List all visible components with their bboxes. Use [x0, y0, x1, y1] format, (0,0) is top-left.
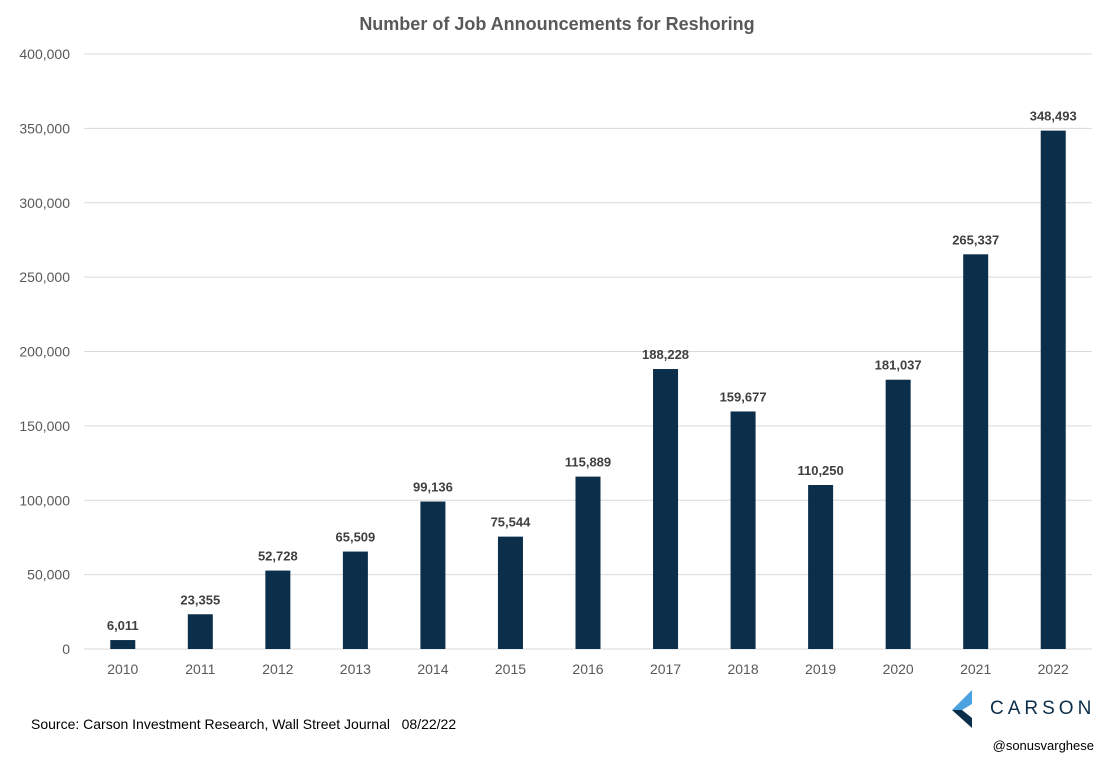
x-tick-label: 2020 — [883, 661, 914, 677]
data-label: 110,250 — [797, 463, 843, 478]
x-tick-label: 2022 — [1038, 661, 1069, 677]
bar — [653, 369, 679, 649]
x-tick-label: 2015 — [495, 661, 526, 677]
x-tick-label: 2010 — [107, 661, 138, 677]
y-tick-label: 0 — [62, 641, 70, 657]
y-axis-tick-labels: 0 50,000 100,000 150,000 200,000 250,000 300,0… — [19, 46, 70, 657]
bar — [187, 614, 213, 649]
x-tick-label: 2017 — [650, 661, 681, 677]
chart-title: Number of Job Announcements for Reshorin… — [359, 14, 754, 34]
gridlines — [84, 53, 1092, 650]
bars — [110, 130, 1066, 649]
bar — [1040, 130, 1066, 649]
x-axis-tick-labels: 2010 2011 2012 2013 2014 2015 2016 2017 2018 2019… — [107, 661, 1069, 677]
bar — [110, 640, 136, 649]
x-tick-label: 2011 — [185, 661, 215, 677]
data-label: 188,228 — [642, 347, 689, 362]
source-note: Source: Carson Investment Research, Wall… — [31, 716, 457, 732]
data-label: 75,544 — [491, 515, 532, 530]
x-tick-label: 2012 — [262, 661, 293, 677]
data-label: 265,337 — [952, 232, 999, 247]
x-tick-label: 2014 — [417, 661, 448, 677]
data-label: 23,355 — [180, 592, 220, 607]
data-labels: 6,011 23,355 52,728 65,509 99,136 75,544 115,8… — [107, 109, 1077, 633]
data-label: 181,037 — [875, 358, 922, 373]
carson-logo-icon — [952, 690, 972, 728]
bar — [497, 536, 523, 649]
bar — [342, 551, 368, 649]
bar — [730, 411, 756, 649]
bar — [808, 485, 834, 649]
bar — [885, 379, 911, 649]
data-label: 6,011 — [107, 618, 139, 633]
bar — [265, 570, 291, 649]
data-label: 99,136 — [413, 480, 453, 495]
x-tick-label: 2021 — [960, 661, 991, 677]
x-tick-label: 2013 — [340, 661, 371, 677]
data-label: 159,677 — [720, 389, 767, 404]
author-handle: @sonusvarghese — [992, 738, 1094, 753]
y-tick-label: 300,000 — [19, 195, 70, 211]
x-tick-label: 2016 — [572, 661, 603, 677]
y-tick-label: 150,000 — [19, 418, 70, 434]
y-tick-label: 350,000 — [19, 120, 70, 136]
y-tick-label: 100,000 — [19, 492, 70, 508]
y-tick-label: 250,000 — [19, 269, 70, 285]
bar — [963, 254, 989, 649]
x-tick-label: 2018 — [727, 661, 758, 677]
x-tick-label: 2019 — [805, 661, 836, 677]
y-tick-label: 50,000 — [27, 567, 70, 583]
y-tick-label: 200,000 — [19, 344, 70, 360]
y-tick-label: 400,000 — [19, 46, 70, 62]
data-label: 52,728 — [258, 549, 298, 564]
bar — [420, 501, 446, 649]
bar — [575, 476, 601, 649]
data-label: 65,509 — [336, 530, 376, 545]
brand-block: CARSON — [952, 690, 1102, 730]
data-label: 348,493 — [1030, 109, 1077, 124]
data-label: 115,889 — [565, 455, 611, 470]
brand-name: CARSON — [990, 698, 1096, 719]
